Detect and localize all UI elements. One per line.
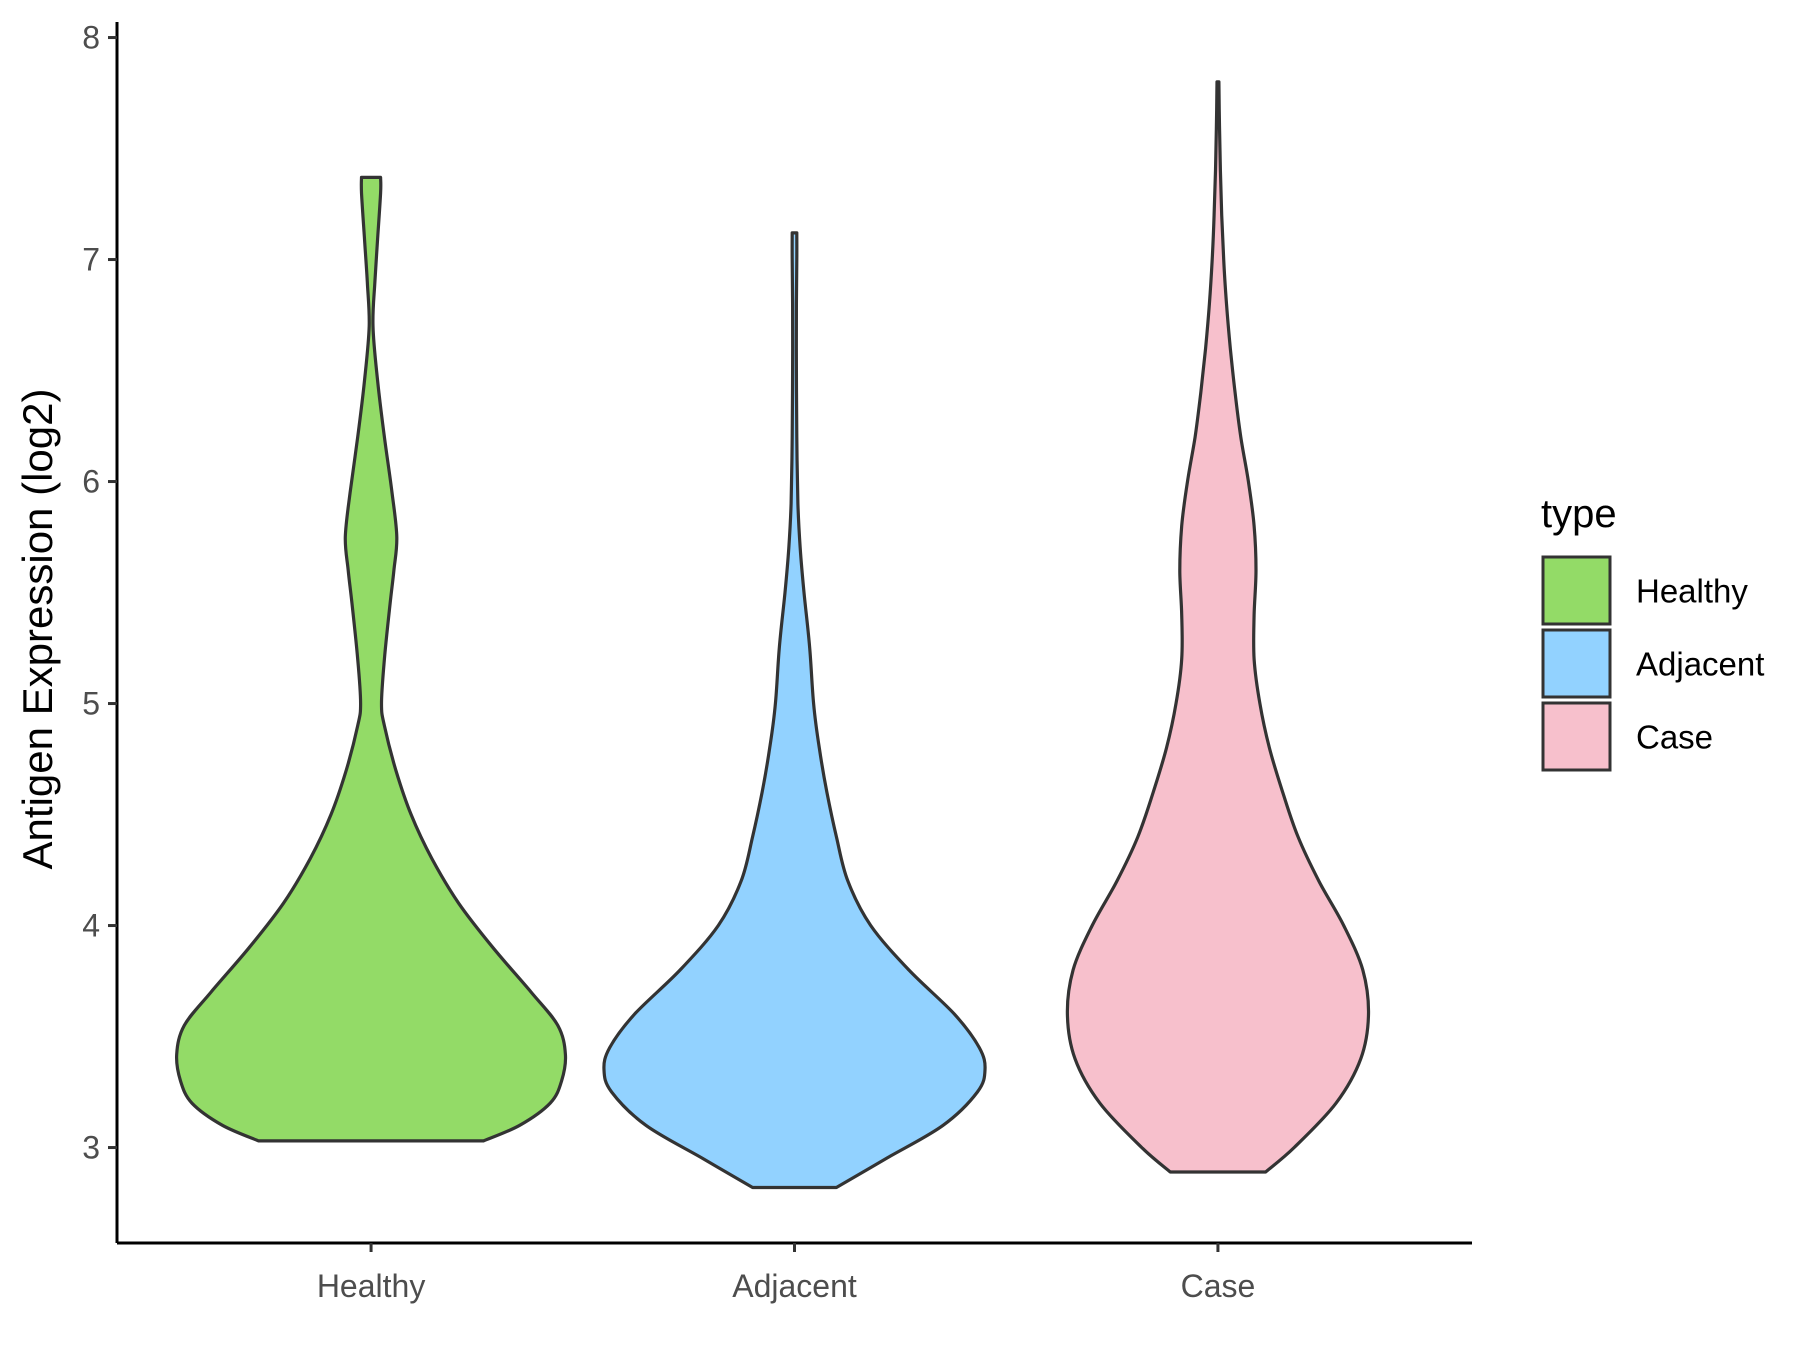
x-tick-label-healthy: Healthy: [317, 1268, 426, 1304]
violins: [174, 80, 1371, 1190]
y-tick-label: 7: [82, 242, 100, 278]
x-tick-label-case: Case: [1181, 1268, 1256, 1304]
legend-label-healthy: Healthy: [1636, 573, 1748, 610]
y-tick-label: 8: [82, 20, 100, 56]
violin-adjacent: [602, 231, 987, 1190]
y-tick-label: 3: [82, 1130, 100, 1166]
legend-key-adjacent: [1541, 628, 1612, 699]
y-axis: 3 4 5 6 7 8: [82, 20, 119, 1243]
x-tick-label-adjacent: Adjacent: [732, 1268, 857, 1304]
legend: type Healthy Adjacent Case: [1541, 492, 1764, 772]
y-tick-label: 6: [82, 464, 100, 500]
y-tick-label: 5: [82, 686, 100, 722]
y-tick-label: 4: [82, 908, 100, 944]
violin-case: [1065, 80, 1371, 1174]
legend-key-case: [1541, 701, 1612, 772]
x-axis: Healthy Adjacent Case: [117, 1241, 1472, 1304]
violin-healthy: [174, 175, 568, 1143]
legend-label-adjacent: Adjacent: [1636, 646, 1764, 683]
y-axis-title: Antigen Expression (log2): [14, 389, 61, 870]
legend-label-case: Case: [1636, 719, 1713, 756]
legend-key-healthy: [1541, 555, 1612, 626]
legend-title: type: [1541, 492, 1617, 536]
